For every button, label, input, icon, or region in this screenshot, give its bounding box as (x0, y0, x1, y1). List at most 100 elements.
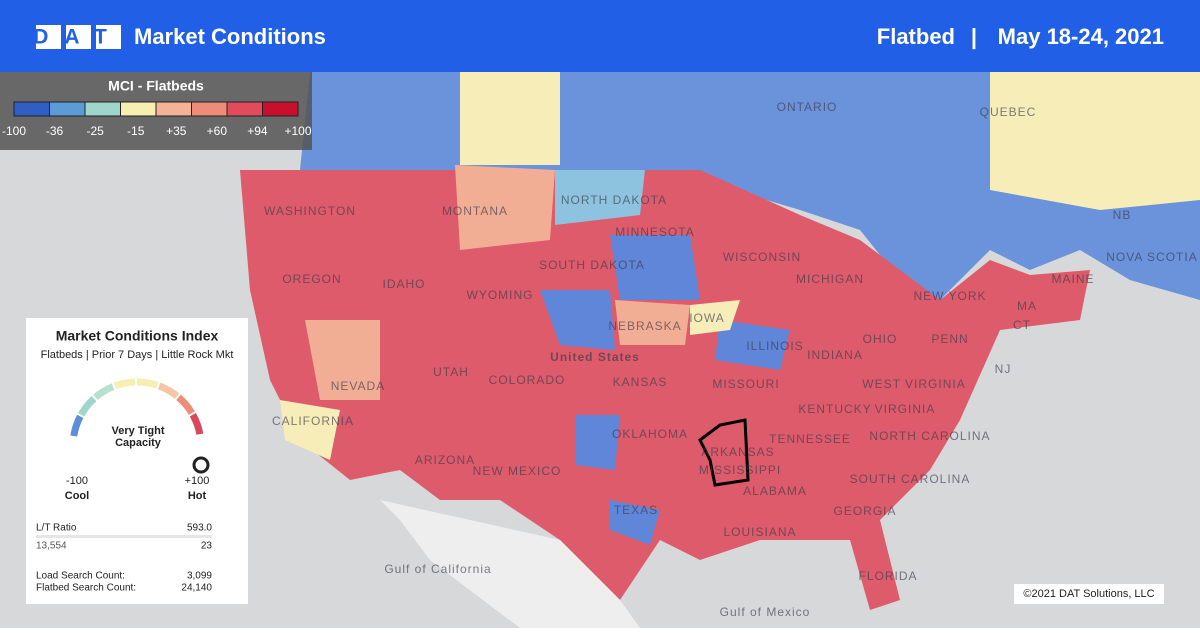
map-labels: ONTARIO QUEBEC NORTH DAKOTA WASHINGTON MONTA… (264, 100, 1197, 619)
legend-swatch (191, 101, 228, 117)
map-label: KANSAS (613, 375, 668, 389)
row-label: Load Search Count: (36, 571, 125, 582)
map-label: PENN (931, 332, 968, 346)
legend-swatch (120, 101, 157, 117)
map-label: SOUTH CAROLINA (850, 472, 971, 486)
gauge-segment (136, 378, 159, 389)
row-label: Flatbed Search Count: (36, 583, 136, 594)
gauge-text-box: Very Tight Capacity (111, 425, 165, 449)
map-label: TENNESSEE (769, 432, 851, 446)
ratio-bar (36, 535, 212, 538)
map-label: LOUISIANA (723, 525, 796, 539)
map-label: TEXAS (614, 503, 658, 517)
header-separator: | (971, 24, 977, 49)
gauge-max-name: Hot (188, 490, 207, 502)
map-label: OHIO (863, 332, 898, 346)
row-value: 23 (201, 541, 213, 552)
panel-subtitle: Flatbeds | Prior 7 Days | Little Rock Mk… (41, 349, 234, 361)
map-label: CT (1013, 318, 1031, 332)
legend-tick-label: -36 (46, 124, 64, 138)
map-label: ILLINOIS (746, 339, 803, 353)
map-label: MICHIGAN (796, 272, 864, 286)
legend-tick-label: +94 (247, 124, 268, 138)
legend-tick-label: -15 (127, 124, 145, 138)
canada-neutral (460, 72, 1200, 210)
gauge-max: +100 (185, 475, 210, 487)
map-label: INDIANA (807, 348, 863, 362)
map-label: NEVADA (331, 379, 385, 393)
map-label: KENTUCKY (798, 402, 871, 416)
map-label: GEORGIA (833, 504, 896, 518)
logo-text: DAT (33, 26, 123, 49)
map-label: UTAH (433, 365, 469, 379)
legend-swatch (226, 101, 263, 117)
gauge-segment (157, 382, 180, 399)
map-label: NB (1113, 208, 1132, 222)
copyright: ©2021 DAT Solutions, LLC (1023, 588, 1154, 600)
map-label: MINNESOTA (615, 225, 694, 239)
legend-swatch (49, 101, 86, 117)
legend-scale: -100 -36 -25 -15 +35 +60 +94 +100 (2, 101, 312, 138)
gauge-segment (70, 414, 84, 437)
map-label: IOWA (689, 311, 725, 325)
map-label: COLORADO (489, 373, 566, 387)
gauge-segment (176, 394, 195, 415)
map-label: NEW MEXICO (473, 464, 562, 478)
legend-swatch (262, 101, 299, 117)
map-label: NEBRASKA (608, 319, 681, 333)
gauge-segment (189, 413, 204, 435)
map-label: MONTANA (442, 204, 508, 218)
map-label: IDAHO (382, 277, 425, 291)
map-label: NOVA SCOTIA (1106, 250, 1197, 264)
header-date: May 18-24, 2021 (998, 24, 1164, 49)
map-label: QUEBEC (980, 105, 1037, 119)
usa (240, 170, 1090, 610)
map-label: MISSOURI (712, 377, 779, 391)
legend-title: MCI - Flatbeds (108, 78, 204, 94)
panel-title: Market Conditions Index (56, 328, 219, 344)
gauge-min: -100 (66, 475, 88, 487)
map-label: ALABAMA (743, 484, 807, 498)
north-dakota (555, 170, 645, 225)
legend-tick-label: +100 (284, 124, 311, 138)
map-label: Gulf of California (384, 562, 491, 576)
map-label: WYOMING (467, 288, 534, 302)
map-label: VIRGINIA (875, 402, 936, 416)
row-value: 3,099 (187, 571, 212, 582)
map-label: FLORIDA (858, 569, 917, 583)
copyright-box (1014, 584, 1164, 604)
map-label: OKLAHOMA (612, 427, 688, 441)
map-label: ONTARIO (777, 100, 838, 114)
row-label: L/T Ratio (36, 523, 77, 534)
map-label: MAINE (1051, 272, 1094, 286)
map-label: NORTH CAROLINA (869, 429, 990, 443)
neutral-markets (280, 300, 740, 460)
row-value: 593.0 (187, 523, 212, 534)
map-label: MISSISSIPPI (699, 463, 781, 477)
gauge (70, 378, 204, 437)
mci-panel (26, 318, 248, 604)
map-label: NEW YORK (913, 289, 986, 303)
header-bar (0, 0, 1200, 72)
logo (36, 25, 121, 49)
map-label: WISCONSIN (723, 250, 801, 264)
mexico (380, 500, 640, 628)
map-label: SOUTH DAKOTA (539, 258, 645, 272)
legend-tick-label: -25 (86, 124, 104, 138)
map-label: CALIFORNIA (272, 414, 354, 428)
gauge-knob (192, 456, 210, 474)
map-label: ARIZONA (415, 453, 475, 467)
map-label: Gulf of Mexico (720, 605, 811, 619)
warm-markets (305, 165, 690, 400)
row-label: 13,554 (36, 541, 67, 552)
map-label: NORTH DAKOTA (561, 193, 667, 207)
legend-tick-label: +35 (166, 124, 187, 138)
legend-tick-label: -100 (2, 124, 26, 138)
header-mode: Flatbed (877, 24, 955, 49)
panel-rows: L/T Ratio 593.0 13,554 23 Load Search Count:… (36, 523, 212, 594)
gauge-segment (113, 378, 136, 390)
header-title: Market Conditions (134, 24, 326, 49)
gauge-text: Very Tight Capacity (111, 425, 165, 449)
map-label: NJ (995, 362, 1012, 376)
